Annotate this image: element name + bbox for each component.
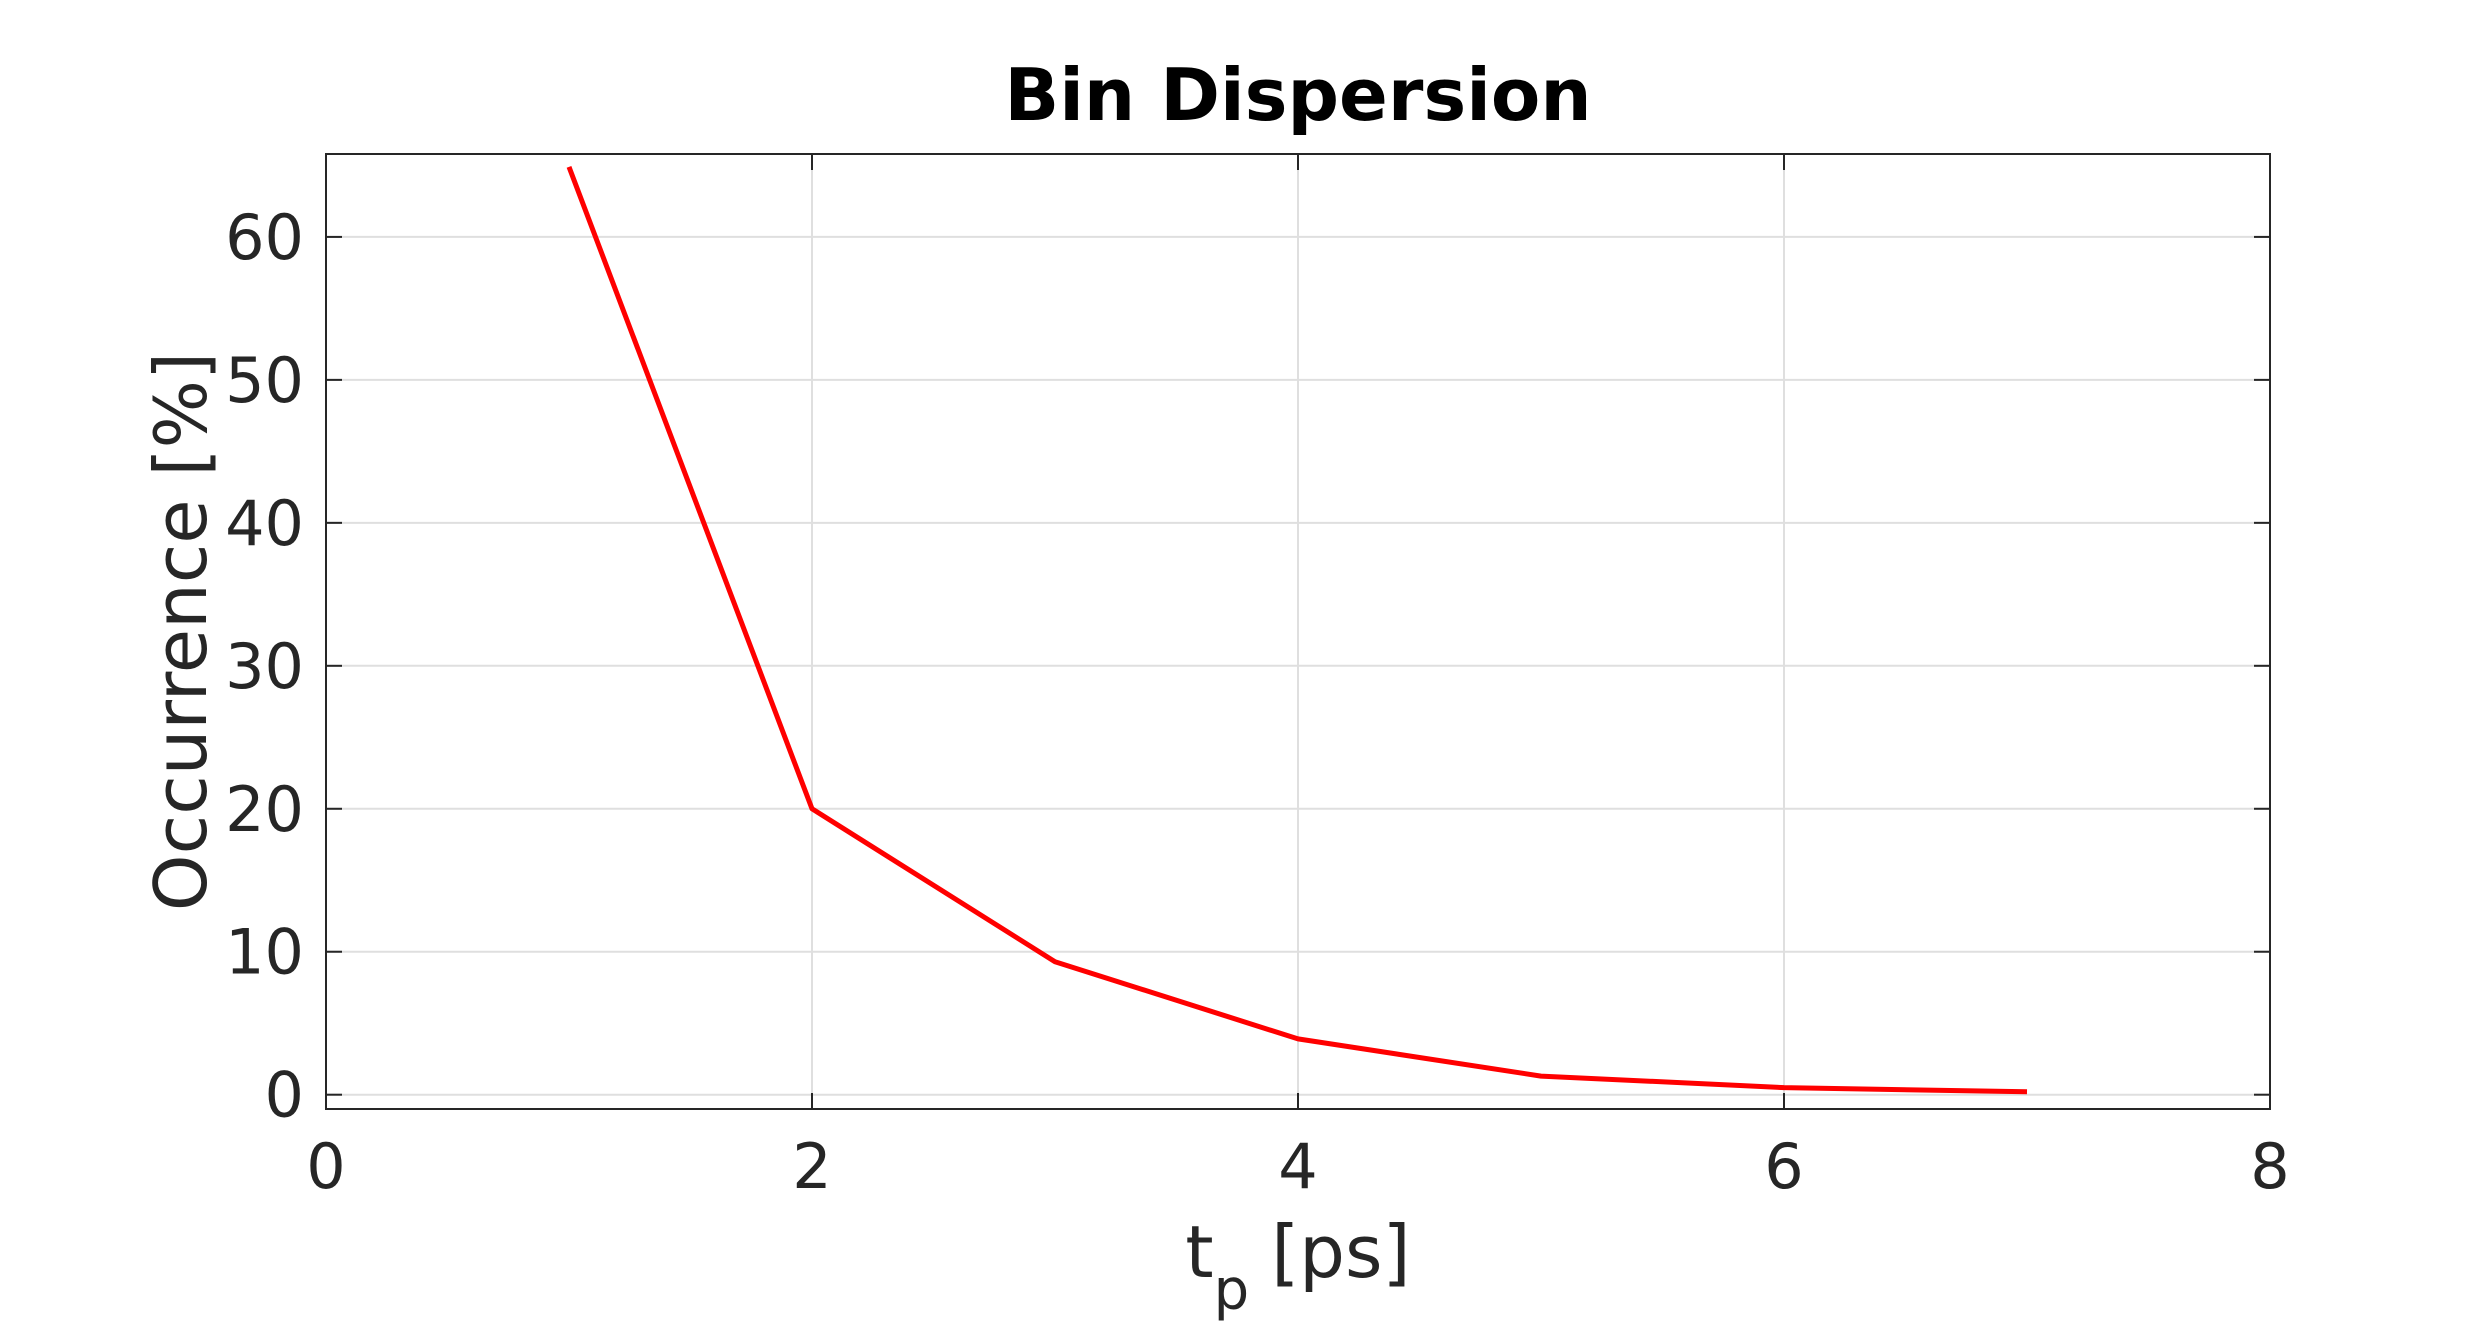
series-layer xyxy=(566,166,2028,1095)
x-tick-label: 0 xyxy=(306,1130,345,1203)
y-tick-label: 10 xyxy=(225,916,304,989)
y-tick-label: 30 xyxy=(225,630,304,703)
x-axis-label-main: t xyxy=(1185,1210,1213,1294)
y-tick-label: 20 xyxy=(225,773,304,846)
x-ticks: 0 2 4 6 8 xyxy=(306,154,2290,1203)
y-tick-label: 0 xyxy=(265,1059,304,1132)
x-tick-label: 8 xyxy=(2250,1130,2289,1203)
y-tick-label: 60 xyxy=(225,201,304,274)
chart-title: Bin Dispersion xyxy=(1004,53,1591,137)
x-tick-label: 6 xyxy=(1764,1130,1803,1203)
y-axis-label: Occurrence [%] xyxy=(139,352,223,911)
y-tick-label: 50 xyxy=(225,344,304,417)
x-tick-label: 4 xyxy=(1278,1130,1317,1203)
y-ticks: 0 10 20 30 40 50 60 xyxy=(225,201,2270,1132)
series-line xyxy=(566,166,2028,1095)
y-tick-label: 40 xyxy=(225,487,304,560)
x-axis-label: tp [ps] xyxy=(1185,1210,1410,1321)
y-gridlines xyxy=(326,235,2270,1096)
x-tick-label: 2 xyxy=(792,1130,831,1203)
x-axis-label-subscript: p xyxy=(1214,1258,1250,1321)
x-axis-label-unit: [ps] xyxy=(1271,1210,1410,1294)
